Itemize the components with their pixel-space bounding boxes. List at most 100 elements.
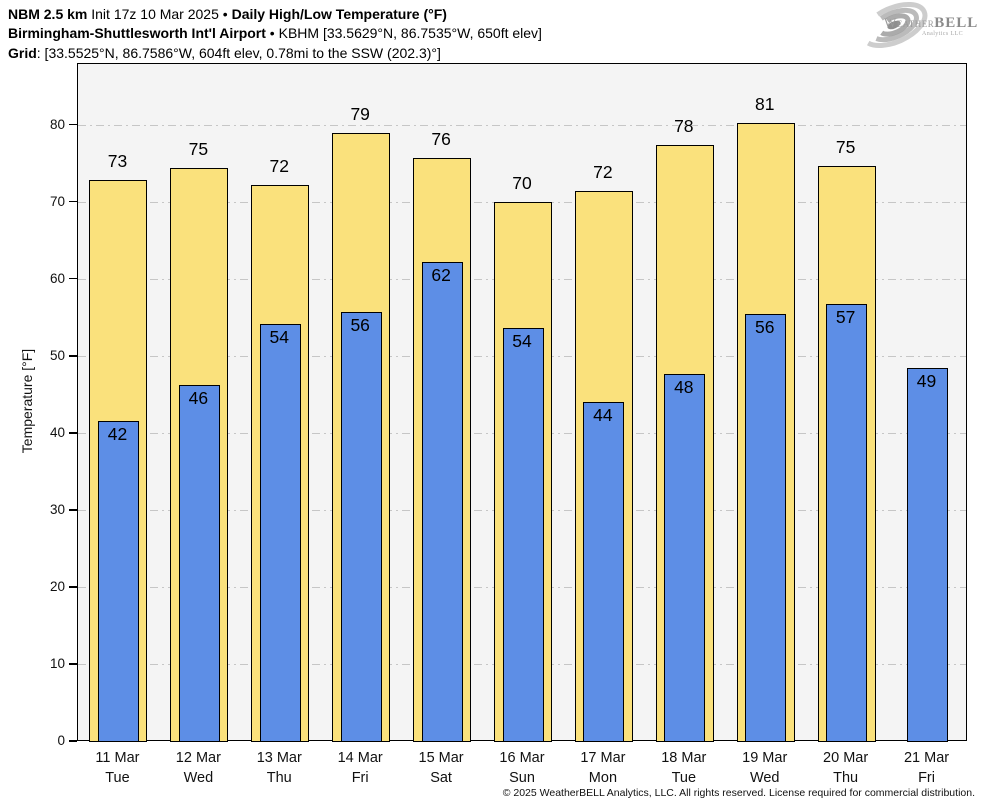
y-tick-mark-40 xyxy=(69,432,77,434)
x-tick-day: Wed xyxy=(749,770,780,787)
low-value-label: 56 xyxy=(754,316,775,337)
x-tick-label: 13 Mar Thu xyxy=(239,748,320,789)
high-value-label: 72 xyxy=(269,155,289,176)
low-bar xyxy=(178,384,220,742)
y-tick-mark-20 xyxy=(69,586,77,588)
x-tick-label: 20 Mar Thu xyxy=(805,748,886,789)
low-value-label: 57 xyxy=(835,307,856,328)
low-value-label: 44 xyxy=(593,405,613,426)
high-value-label: 81 xyxy=(754,93,775,114)
x-tick-day: Tue xyxy=(671,770,697,787)
x-tick-date: 12 Mar xyxy=(175,750,221,766)
x-tick-label: 16 Mar Sun xyxy=(482,748,563,789)
x-tick-day: Thu xyxy=(266,770,292,787)
x-tick-label: 19 Mar Wed xyxy=(724,748,805,789)
low-bar xyxy=(97,420,139,742)
low-value-label: 49 xyxy=(916,370,937,391)
y-tick-mark-70 xyxy=(69,200,77,203)
high-value-label: 72 xyxy=(593,162,613,183)
model-name: NBM 2.5 km xyxy=(8,6,88,22)
low-value-label: 42 xyxy=(107,423,128,444)
x-tick-day: Sun xyxy=(509,770,535,787)
x-tick-label: 17 Mar Mon xyxy=(562,748,643,789)
x-tick-day: Thu xyxy=(833,770,859,787)
x-tick-date: 20 Mar xyxy=(823,750,869,766)
x-tick-date: 13 Mar xyxy=(256,750,302,766)
y-tick-mark-10 xyxy=(69,663,77,665)
low-bar xyxy=(664,374,706,742)
y-axis-title: Temperature [°F] xyxy=(19,348,35,454)
low-value-label: 48 xyxy=(674,377,694,398)
x-tick-date: 14 Mar xyxy=(337,750,383,766)
low-value-label: 56 xyxy=(350,315,370,336)
x-tick-date: 21 Mar xyxy=(903,750,950,766)
x-tick-label: 18 Mar Tue xyxy=(643,748,724,789)
low-value-label: 54 xyxy=(512,331,532,352)
gridline-80 xyxy=(78,125,966,127)
y-tick-label-10: 10 xyxy=(49,655,65,671)
y-tick-label-50: 50 xyxy=(49,347,65,363)
high-value-label: 79 xyxy=(350,104,370,125)
low-bar xyxy=(502,328,544,742)
weatherbell-logo: WeatherBELL Analytics LLC xyxy=(858,1,982,51)
high-value-label: 75 xyxy=(188,139,209,159)
y-tick-label-0: 0 xyxy=(57,733,65,748)
low-bar xyxy=(259,324,301,742)
low-bar xyxy=(745,313,787,742)
y-tick-mark-0 xyxy=(69,740,77,742)
y-tick-label-30: 30 xyxy=(49,501,65,517)
low-bar xyxy=(826,304,868,742)
y-tick-mark-80 xyxy=(69,123,77,126)
low-bar xyxy=(421,262,463,742)
x-tick-date: 19 Mar xyxy=(742,750,788,766)
x-tick-day: Tue xyxy=(105,770,130,787)
x-tick-day: Wed xyxy=(183,770,214,787)
x-tick-day: Mon xyxy=(588,770,618,787)
grid-details: : [33.5525°N, 86.7586°W, 604ft elev, 0.7… xyxy=(36,44,441,61)
logo-subtitle: Analytics LLC xyxy=(922,31,964,37)
init-time: Init 17z 10 Mar 2025 • xyxy=(87,6,232,22)
low-bar xyxy=(583,402,625,742)
logo-wordmark: WeatherBELL xyxy=(884,14,978,32)
station-details: • KBHM [33.5629°N, 86.7535°W, 650ft elev… xyxy=(265,25,542,42)
high-value-label: 78 xyxy=(674,115,694,136)
x-tick-label: 12 Mar Wed xyxy=(158,748,239,789)
high-value-label: 73 xyxy=(107,151,128,172)
y-tick-label-70: 70 xyxy=(49,193,65,209)
high-value-label: 75 xyxy=(835,137,856,158)
header-line-1: NBM 2.5 km Init 17z 10 Mar 2025 • Daily … xyxy=(8,5,542,24)
high-value-label: 70 xyxy=(512,172,532,193)
x-tick-date: 15 Mar xyxy=(418,750,464,766)
x-tick-date: 18 Mar xyxy=(661,750,707,766)
logo-weather-text: Weather xyxy=(884,15,935,30)
header-line-3: Grid: [33.5525°N, 86.7586°W, 604ft elev,… xyxy=(8,44,542,63)
x-tick-date: 11 Mar xyxy=(95,750,140,766)
y-tick-mark-50 xyxy=(69,355,77,357)
x-tick-label: 14 Mar Fri xyxy=(320,748,401,789)
product-title: Daily High/Low Temperature (°F) xyxy=(231,6,447,22)
y-tick-label-80: 80 xyxy=(49,116,65,132)
copyright-text: © 2025 WeatherBELL Analytics, LLC. All r… xyxy=(502,787,975,799)
grid-label: Grid xyxy=(8,44,37,61)
low-value-label: 54 xyxy=(269,327,289,348)
hurricane-swirl-icon xyxy=(860,1,928,49)
x-tick-label: 11 Mar Tue xyxy=(77,748,158,789)
x-tick-label: 21 Mar Fri xyxy=(886,748,967,789)
chart-header: NBM 2.5 km Init 17z 10 Mar 2025 • Daily … xyxy=(8,5,542,63)
high-value-label: 76 xyxy=(431,128,451,149)
x-tick-date: 17 Mar xyxy=(580,750,626,766)
header-line-2: Birmingham-Shuttlesworth Int'l Airport •… xyxy=(8,24,542,43)
logo-bell-text: BELL xyxy=(934,15,979,31)
x-tick-label: 15 Mar Sat xyxy=(401,748,482,789)
x-tick-day: Fri xyxy=(351,770,369,787)
x-tick-date: 16 Mar xyxy=(499,750,545,766)
low-bar xyxy=(907,367,949,742)
y-tick-mark-30 xyxy=(69,509,77,511)
y-tick-label-40: 40 xyxy=(49,424,65,440)
low-value-label: 62 xyxy=(431,265,451,285)
y-tick-label-20: 20 xyxy=(49,578,65,594)
plot-area xyxy=(77,63,967,742)
x-tick-day: Sat xyxy=(430,770,452,787)
x-tick-day: Fri xyxy=(918,770,935,787)
